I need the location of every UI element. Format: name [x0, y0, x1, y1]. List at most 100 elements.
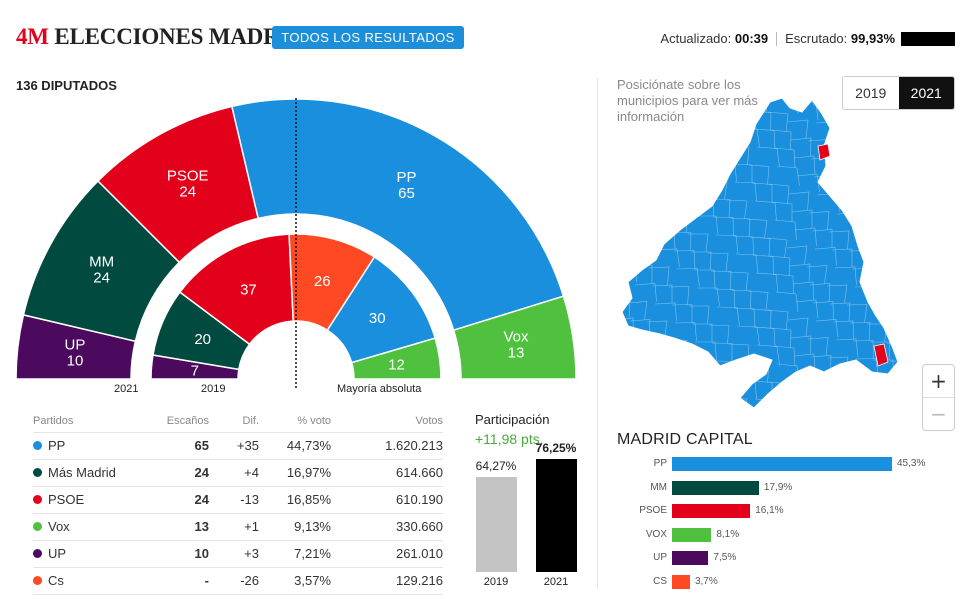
municipality-border [622, 101, 631, 121]
municipality-border [771, 201, 793, 222]
municipality-border [749, 236, 771, 257]
municipality-border [696, 215, 719, 235]
capital-row: PSOE 16,1% [617, 504, 957, 518]
municipality-border [895, 396, 898, 408]
municipality-border [622, 335, 639, 355]
municipality-border [676, 268, 700, 287]
municipality-border [877, 251, 898, 271]
all-results-button[interactable]: TODOS LOS RESULTADOS [272, 26, 464, 49]
municipality-border [855, 358, 879, 377]
municipality-border [635, 355, 659, 374]
municipality-highlight[interactable] [873, 343, 889, 367]
year-button-2019[interactable]: 2019 [843, 77, 899, 109]
municipality-border [691, 251, 712, 271]
municipality-border [752, 254, 774, 275]
municipality-border [727, 271, 749, 292]
municipality-border [826, 284, 848, 304]
outer-ring-party-label: PP [396, 169, 416, 186]
inner-ring-segment-vox[interactable] [350, 337, 442, 380]
municipality-border [736, 325, 760, 346]
zoom-out-button[interactable]: − [923, 397, 954, 429]
party-color-dot [33, 549, 42, 558]
municipality-border [766, 237, 788, 259]
municipality-border [666, 340, 688, 359]
outer-ring-segment-pp[interactable] [230, 98, 565, 332]
outer-ring-segment-vox[interactable] [452, 295, 577, 380]
municipality-border [891, 306, 898, 326]
participation-bar-2021 [536, 459, 577, 572]
seats-cell: 24 [151, 486, 209, 514]
header: 4M ELECCIONES MADRID TODOS LOS RESULTADO… [0, 0, 963, 62]
counted-label: Escrutado: [785, 31, 848, 46]
municipality-border [622, 137, 639, 157]
municipality-border [696, 414, 718, 415]
municipalities-map[interactable] [612, 90, 912, 415]
municipality-border [892, 378, 898, 398]
municipality-border [846, 304, 868, 323]
municipality-border [634, 410, 655, 416]
capital-value: 3,7% [694, 575, 718, 587]
counted-progress-box [901, 31, 955, 46]
map-zoom-controls: + − [922, 364, 955, 431]
updated-time: 00:39 [734, 31, 769, 46]
section-divider [597, 78, 598, 588]
municipality-border [872, 98, 893, 108]
municipality-border [768, 183, 790, 205]
pct-cell: 7,21% [259, 540, 331, 568]
capital-party-label: CS [653, 575, 667, 587]
capital-value: 7,5% [713, 552, 737, 563]
municipality-border [832, 122, 854, 142]
municipality-border [630, 193, 652, 212]
capital-bar [672, 527, 712, 542]
municipality-border [687, 359, 708, 379]
votes-cell: 614.660 [331, 459, 443, 487]
dif-cell: -13 [209, 486, 259, 514]
municipality-border [708, 126, 730, 146]
municipality-border [630, 391, 652, 408]
municipality-border [674, 124, 697, 143]
municipality-border [775, 291, 799, 313]
municipality-border [733, 307, 756, 328]
capital-bar [672, 480, 759, 495]
municipality-border [711, 342, 733, 362]
capital-row: VOX 8,1% [617, 527, 957, 542]
municipality-border [668, 413, 688, 416]
zoom-in-button[interactable]: + [923, 365, 954, 397]
participation-value-2019: 64,27% [475, 458, 517, 473]
outer-ring-year-label: 2021 [114, 383, 139, 395]
municipality-border [892, 180, 898, 200]
municipality-border [650, 212, 672, 232]
municipality-highlight[interactable] [817, 143, 831, 161]
participation-year-2019: 2019 [483, 576, 509, 588]
municipality-border [767, 111, 789, 133]
municipality-border [886, 144, 898, 164]
municipality-border [709, 396, 731, 408]
outer-ring-seats-label: 10 [67, 352, 84, 369]
municipality-border [715, 234, 739, 254]
municipality-border [627, 175, 649, 194]
year-toggle: 2019 2021 [842, 76, 955, 110]
municipality-border [695, 143, 717, 163]
region-outline[interactable] [621, 97, 899, 409]
year-button-2021[interactable]: 2021 [898, 77, 954, 109]
municipality-border [693, 395, 714, 408]
municipality-border [871, 414, 891, 415]
municipality-border [670, 232, 692, 251]
municipality-border [726, 199, 748, 220]
table-row: PP 65 +35 44,73% 1.620.213 [33, 432, 443, 460]
municipality-border [806, 265, 828, 284]
municipality-border [626, 103, 648, 122]
municipality-border [868, 197, 889, 217]
majority-label: Mayoría absoluta [337, 383, 422, 395]
capital-party-label: UP [653, 552, 667, 563]
municipality-border [792, 98, 814, 103]
municipality-border [755, 272, 779, 293]
header-pct: % voto [259, 410, 331, 433]
pct-cell: 44,73% [259, 432, 331, 460]
municipality-border [871, 215, 892, 235]
municipality-border [852, 340, 874, 359]
municipality-border [634, 283, 657, 302]
municipality-border [796, 371, 820, 391]
municipality-border [697, 287, 720, 307]
status-bar: Actualizado: 00:39 Escrutado: 99,93% [660, 31, 955, 46]
